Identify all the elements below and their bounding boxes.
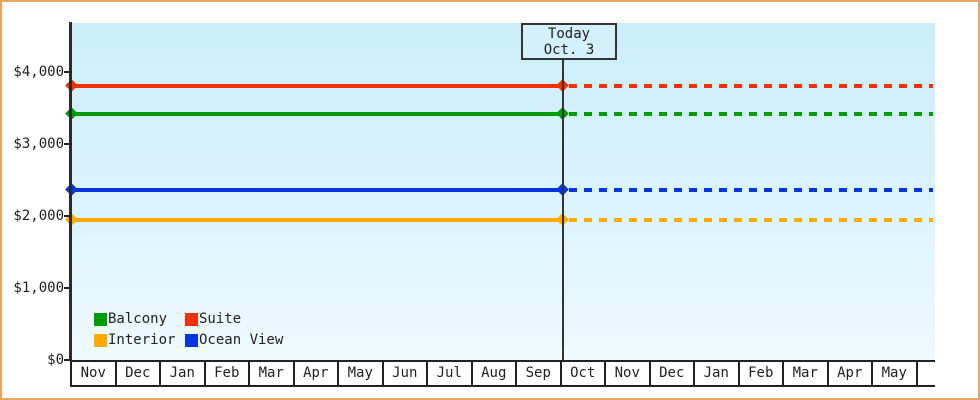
- month-cell: Mar: [784, 362, 829, 385]
- y-axis-label: $1,000: [13, 280, 64, 296]
- month-cell: Apr: [295, 362, 339, 385]
- legend-item-interior: Interior: [94, 333, 185, 347]
- month-cell: Jan: [161, 362, 206, 385]
- month-cell: Apr: [829, 362, 873, 385]
- series-projection-interior: [569, 217, 933, 222]
- month-cell: Aug: [473, 362, 517, 385]
- series-line-interior: [72, 217, 563, 222]
- y-axis-label: $0: [47, 352, 64, 368]
- today-date: Oct. 3: [543, 41, 595, 58]
- today-title: Today: [547, 25, 591, 42]
- month-cell: Feb: [740, 362, 784, 385]
- legend-label: Interior: [108, 332, 176, 348]
- legend-swatch-icon: [185, 312, 198, 326]
- y-axis-tick-mark: [64, 359, 70, 361]
- legend-swatch-icon: [94, 333, 107, 347]
- month-cell: May: [873, 362, 918, 385]
- month-cell: Jul: [428, 362, 473, 385]
- month-cell: Sep: [517, 362, 562, 385]
- series-projection-ocean-view: [569, 188, 933, 193]
- series-line-ocean-view: [72, 188, 563, 193]
- y-axis-label: $2,000: [13, 208, 64, 224]
- legend-label: Balcony: [108, 311, 168, 327]
- month-cell: Feb: [206, 362, 250, 385]
- legend-item-ocean-view: Ocean View: [185, 333, 283, 347]
- series-projection-suite: [569, 84, 933, 89]
- month-cell: Nov: [606, 362, 651, 385]
- month-cell: Jun: [384, 362, 428, 385]
- month-cell: Mar: [250, 362, 295, 385]
- series-line-suite: [72, 84, 563, 89]
- month-cell: Nov: [72, 362, 117, 385]
- legend-item-suite: Suite: [185, 312, 283, 326]
- y-axis-tick-mark: [64, 287, 70, 289]
- x-axis-month-band: Nov Dec Jan Feb Mar Apr May Jun Jul Aug Sep Oct Nov D…: [70, 360, 935, 387]
- y-axis-label: $3,000: [13, 136, 64, 152]
- legend-swatch-icon: [185, 333, 198, 347]
- month-cell-blank: [918, 362, 936, 385]
- today-vertical-line: [562, 60, 564, 360]
- today-annotation-box: Today Oct. 3: [521, 23, 617, 60]
- month-cell: May: [339, 362, 384, 385]
- legend-label: Suite: [199, 311, 242, 327]
- month-cell: Dec: [117, 362, 161, 385]
- series-projection-balcony: [569, 111, 933, 116]
- legend: Balcony Suite Interior Ocean View: [94, 312, 283, 347]
- y-axis-tick-mark: [64, 215, 70, 217]
- legend-label: Ocean View: [199, 332, 284, 348]
- month-cell: Oct: [562, 362, 606, 385]
- legend-item-balcony: Balcony: [94, 312, 185, 326]
- month-cell: Jan: [695, 362, 740, 385]
- y-axis-line: [69, 22, 72, 360]
- series-line-balcony: [72, 111, 563, 116]
- legend-swatch-icon: [94, 312, 107, 326]
- month-cell: Dec: [651, 362, 695, 385]
- y-axis-label: $4,000: [13, 64, 64, 80]
- y-axis-tick-mark: [64, 143, 70, 145]
- y-axis-tick-mark: [64, 71, 70, 73]
